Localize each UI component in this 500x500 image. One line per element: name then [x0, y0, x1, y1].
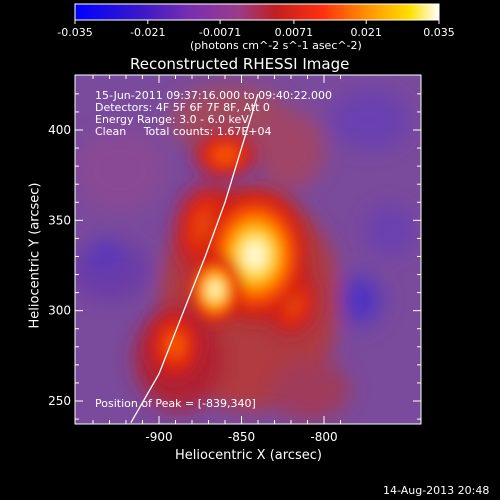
colorbar-unit-label: (photons cm^-2 s^-1 asec^-2) — [190, 39, 362, 52]
colorbar-tick-label: 0.021 — [350, 26, 382, 39]
y-tick-label: 300 — [48, 304, 71, 318]
colorbar-tick-label: -0.0071 — [199, 26, 241, 39]
y-tick-label: 350 — [48, 213, 71, 227]
colorbar-ticks: -0.035 -0.021 -0.0071 0.0071 0.021 0.035 — [57, 20, 455, 39]
energy-range-annotation: Energy Range: 3.0 - 6.0 keV — [95, 113, 249, 126]
x-axis-title: Heliocentric X (arcsec) — [175, 448, 322, 463]
heatmap — [75, 75, 421, 424]
x-axis-ticks: -900 -850 -800 — [92, 75, 341, 444]
colorbar-tick-label: 0.035 — [423, 26, 455, 39]
clean-counts-annotation: Clean Total counts: 1.67E+04 — [95, 125, 272, 138]
y-axis-title: Heliocentric Y (arcsec) — [27, 182, 43, 329]
peak-position-annotation: Position of Peak = [-839,340] — [95, 397, 256, 410]
footer-date: 14-Aug-2013 20:48 — [383, 484, 490, 497]
y-tick-label: 400 — [48, 123, 71, 137]
x-tick-label: -800 — [310, 430, 337, 444]
colorbar-tick-label: -0.035 — [57, 26, 92, 39]
x-tick-label: -900 — [145, 430, 172, 444]
y-tick-label: 250 — [48, 394, 71, 408]
colorbar — [74, 3, 440, 21]
colorbar-tick-label: 0.0071 — [275, 26, 314, 39]
detectors-annotation: Detectors: 4F 5F 6F 7F 8F, Att 0 — [95, 101, 270, 114]
time-range-annotation: 15-Jun-2011 09:37:16.000 to 09:40:22.000 — [95, 89, 333, 102]
chart-title: Reconstructed RHESSI Image — [130, 55, 350, 73]
y-axis-ticks: 250 300 350 400 — [48, 93, 421, 420]
colorbar-tick-label: -0.021 — [130, 26, 165, 39]
plot-frame — [74, 74, 422, 425]
solar-limb-line — [130, 93, 259, 424]
x-tick-label: -850 — [228, 430, 255, 444]
